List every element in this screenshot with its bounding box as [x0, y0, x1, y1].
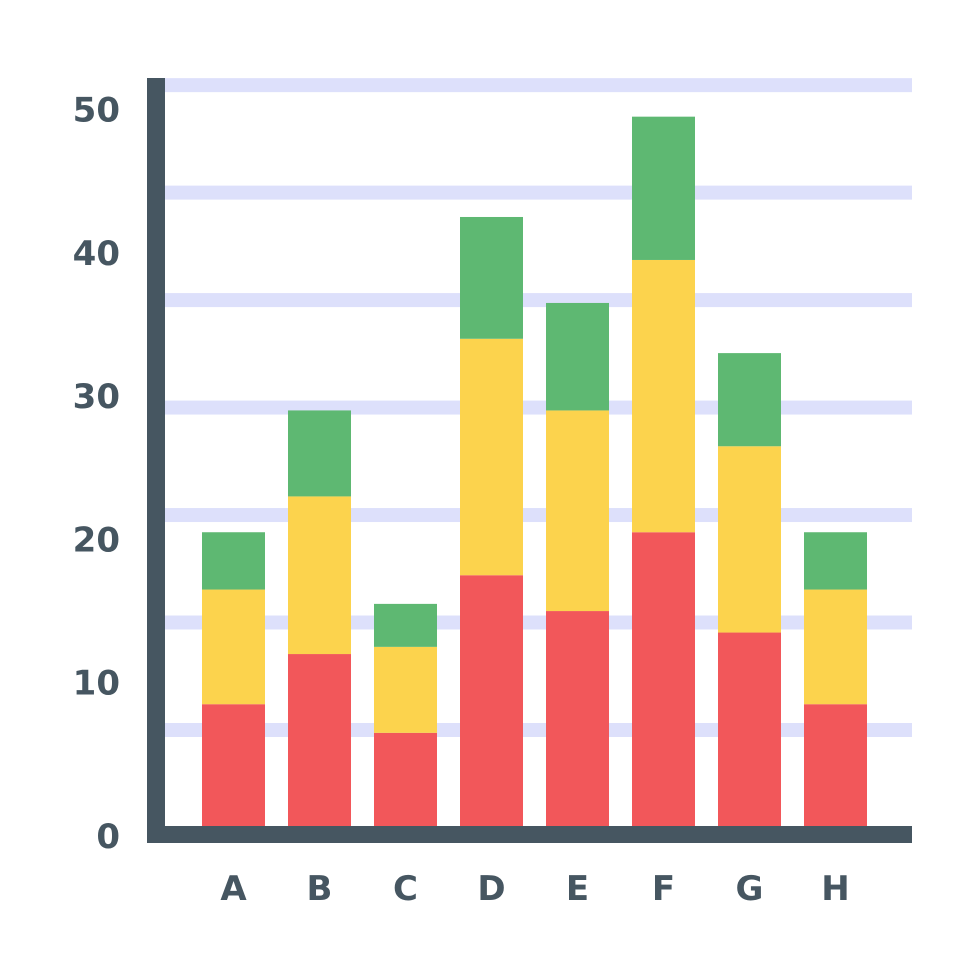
- y-tick-label: 20: [73, 520, 120, 560]
- bar-d-segment-2: [460, 216, 523, 339]
- grid-line-2: [155, 293, 912, 308]
- bar-h-segment-2: [804, 532, 867, 590]
- x-axis: [147, 826, 912, 843]
- bar-c-segment-0: [374, 732, 437, 826]
- grid-lines: [155, 78, 912, 737]
- bar-e-segment-0: [546, 611, 609, 826]
- bar-d-segment-1: [460, 338, 523, 576]
- x-tick-label: F: [652, 869, 675, 909]
- bar-d-segment-0: [460, 575, 523, 826]
- bar-e-segment-2: [546, 302, 609, 411]
- y-tick-label: 40: [73, 234, 120, 274]
- bar-e-segment-1: [546, 410, 609, 612]
- x-tick-label: B: [307, 869, 333, 909]
- x-tick-label: H: [821, 869, 849, 909]
- bar-f-segment-2: [632, 116, 695, 260]
- y-tick-label: 10: [73, 664, 120, 704]
- x-tick-label: C: [393, 869, 418, 909]
- bar-f-segment-1: [632, 259, 695, 533]
- x-tick-label: G: [736, 869, 764, 909]
- grid-line-4: [155, 508, 912, 523]
- bar-g-segment-2: [718, 353, 781, 447]
- bar-a-segment-1: [202, 589, 265, 705]
- bar-h-segment-0: [804, 704, 867, 826]
- bar-h-segment-1: [804, 589, 867, 705]
- bar-f-segment-0: [632, 532, 695, 826]
- bars: [202, 116, 867, 826]
- bar-c-segment-1: [374, 646, 437, 733]
- bar-g-segment-0: [718, 632, 781, 826]
- bar-a-segment-2: [202, 532, 265, 590]
- y-tick-label: 30: [73, 377, 120, 417]
- y-tick-label: 50: [73, 91, 120, 131]
- y-tick-labels: 0 10 20 30 40 50: [73, 91, 120, 858]
- grid-line-5: [155, 615, 912, 630]
- bar-b-segment-2: [288, 410, 351, 497]
- grid-line-1: [155, 185, 912, 200]
- grid-line-3: [155, 400, 912, 415]
- x-tick-labels: A B C D E F G H: [220, 869, 849, 909]
- bar-b-segment-1: [288, 496, 351, 655]
- grid-line-6: [155, 722, 912, 737]
- bar-c-segment-2: [374, 603, 437, 647]
- x-tick-label: A: [220, 869, 247, 909]
- x-tick-label: D: [477, 869, 505, 909]
- grid-line-0: [155, 78, 912, 93]
- bar-b-segment-0: [288, 654, 351, 826]
- y-axis: [147, 78, 165, 842]
- y-tick-label: 0: [96, 817, 120, 857]
- bar-a-segment-0: [202, 704, 265, 826]
- bar-g-segment-1: [718, 446, 781, 633]
- axes: [147, 78, 912, 843]
- x-tick-label: E: [566, 869, 589, 909]
